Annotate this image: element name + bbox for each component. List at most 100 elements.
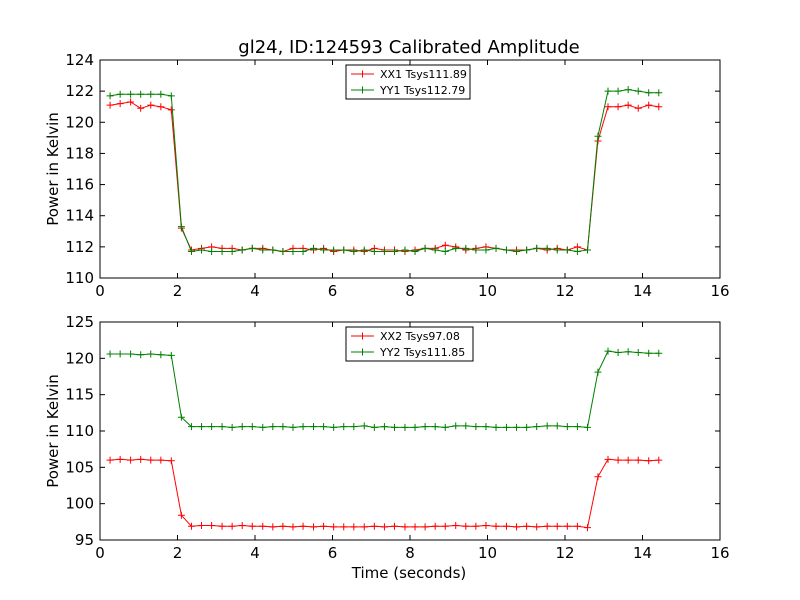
legend-box <box>345 326 474 362</box>
data-point <box>116 350 124 358</box>
x-tick-label: 0 <box>95 282 105 300</box>
data-point <box>594 132 602 140</box>
data-point <box>360 523 368 531</box>
data-point <box>583 423 591 431</box>
data-point <box>645 457 653 465</box>
data-point <box>187 522 195 530</box>
data-point <box>299 423 307 431</box>
data-point <box>248 244 256 252</box>
data-point <box>462 422 470 430</box>
y-tick-label: 120 <box>65 113 94 131</box>
data-point <box>177 223 185 231</box>
data-point <box>421 423 429 431</box>
data-point <box>604 347 612 355</box>
x-tick-label: 10 <box>478 544 497 562</box>
data-point <box>655 456 663 464</box>
y-tick-label: 112 <box>65 238 94 256</box>
data-point <box>330 246 338 254</box>
x-tick-label: 12 <box>555 544 574 562</box>
data-point <box>502 423 510 431</box>
y-tick-label: 115 <box>65 386 94 404</box>
data-point <box>218 423 226 431</box>
data-point <box>614 349 622 357</box>
data-point <box>533 423 541 431</box>
data-point <box>614 103 622 111</box>
data-point <box>614 87 622 95</box>
data-point <box>259 423 267 431</box>
data-point <box>269 246 277 254</box>
data-point <box>462 244 470 252</box>
data-point <box>655 89 663 97</box>
data-point <box>391 423 398 431</box>
data-point <box>116 90 124 98</box>
data-point <box>269 523 277 531</box>
data-point <box>391 248 398 256</box>
data-point <box>583 524 591 532</box>
data-point <box>198 521 206 529</box>
data-point <box>137 455 145 463</box>
data-point <box>106 92 114 100</box>
data-point <box>523 423 531 431</box>
data-point <box>116 455 124 463</box>
data-point <box>370 423 378 431</box>
y-tick-label: 105 <box>65 458 94 476</box>
data-point <box>624 101 632 109</box>
legend: XX1 Tsys111.89 YY1 Tsys112.79 <box>345 64 471 100</box>
data-point <box>604 103 612 111</box>
data-point <box>472 522 480 530</box>
legend-label: XX2 Tsys97.08 <box>380 330 460 343</box>
data-point <box>523 522 531 530</box>
data-point <box>513 423 521 431</box>
legend-label: XX1 Tsys111.89 <box>380 68 467 81</box>
data-point <box>147 90 155 98</box>
y-tick-label: 124 <box>65 51 94 69</box>
legend: XX2 Tsys97.08 YY2 Tsys111.85 <box>345 326 474 362</box>
data-point <box>360 246 368 254</box>
x-tick-label: 6 <box>328 544 338 562</box>
y-tick-label: 118 <box>65 144 94 162</box>
y-tick-label: 125 <box>65 313 94 331</box>
data-point <box>310 244 318 252</box>
data-point <box>310 523 318 531</box>
x-tick-label: 10 <box>478 282 497 300</box>
data-point <box>279 522 287 530</box>
data-point <box>604 455 612 463</box>
data-point <box>391 522 398 530</box>
data-point <box>573 423 581 431</box>
data-point <box>411 248 419 256</box>
data-point <box>380 248 388 256</box>
data-point <box>431 522 439 530</box>
y-tick-label: 116 <box>65 176 94 194</box>
data-point <box>320 246 328 254</box>
data-point <box>482 423 490 431</box>
data-point <box>228 522 236 530</box>
data-point <box>431 423 439 431</box>
data-point <box>167 106 175 114</box>
data-point <box>350 523 358 531</box>
data-point <box>289 423 297 431</box>
y-tick-label: 114 <box>65 207 94 225</box>
data-point <box>259 246 267 254</box>
data-point <box>116 100 124 108</box>
data-point <box>441 248 449 256</box>
data-point <box>441 522 449 530</box>
data-point <box>238 521 246 529</box>
data-point <box>106 101 114 109</box>
x-tick-label: 14 <box>633 544 652 562</box>
data-point <box>350 248 358 256</box>
data-point <box>299 522 307 530</box>
plot-area: 0 2 4 6 8 10 12 14 16 95 100 105 110 115 120 125 XX2 Tsy… <box>65 313 729 562</box>
data-point <box>167 457 175 465</box>
data-point <box>553 246 561 254</box>
data-point <box>645 101 653 109</box>
x-tick-label: 8 <box>405 544 415 562</box>
data-point <box>299 248 307 256</box>
data-point <box>157 103 165 111</box>
data-point <box>563 522 571 530</box>
data-point <box>533 523 541 531</box>
data-point <box>553 422 561 430</box>
data-point <box>340 246 348 254</box>
data-point <box>492 423 500 431</box>
data-point <box>127 90 135 98</box>
data-point <box>360 422 368 430</box>
